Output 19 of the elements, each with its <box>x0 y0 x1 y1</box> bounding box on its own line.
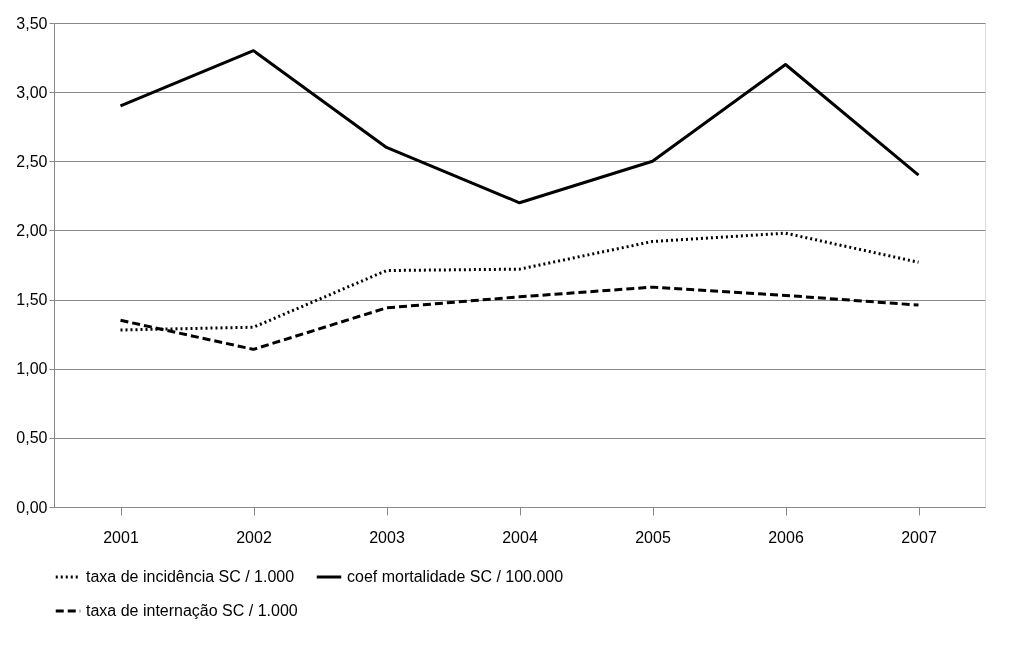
line-series <box>119 49 920 205</box>
y-tick-label: 0,00 <box>16 498 48 516</box>
legend-label: taxa de incidência SC / 1.000 <box>86 568 295 585</box>
x-tick-label: 2003 <box>369 528 405 546</box>
y-tick-label: 1,00 <box>16 360 48 378</box>
x-tick-label: 2001 <box>103 528 139 546</box>
legend-label: taxa de internação SC / 1.000 <box>86 602 298 619</box>
y-tick-label: 2,00 <box>16 221 48 239</box>
x-tick-label: 2004 <box>502 528 538 546</box>
y-tick-label: 1,50 <box>16 291 48 309</box>
y-tick-label: 0,50 <box>16 429 48 447</box>
x-tick-label: 2006 <box>768 528 804 546</box>
y-tick-label: 2,50 <box>16 152 48 170</box>
legend-label: coef mortalidade SC / 100.000 <box>347 568 564 585</box>
x-tick-label: 2007 <box>901 528 937 546</box>
y-tick-label: 3,00 <box>16 83 48 101</box>
x-tick-label: 2002 <box>236 528 272 546</box>
y-tick-label: 3,50 <box>16 14 48 32</box>
x-tick-label: 2005 <box>635 528 671 546</box>
